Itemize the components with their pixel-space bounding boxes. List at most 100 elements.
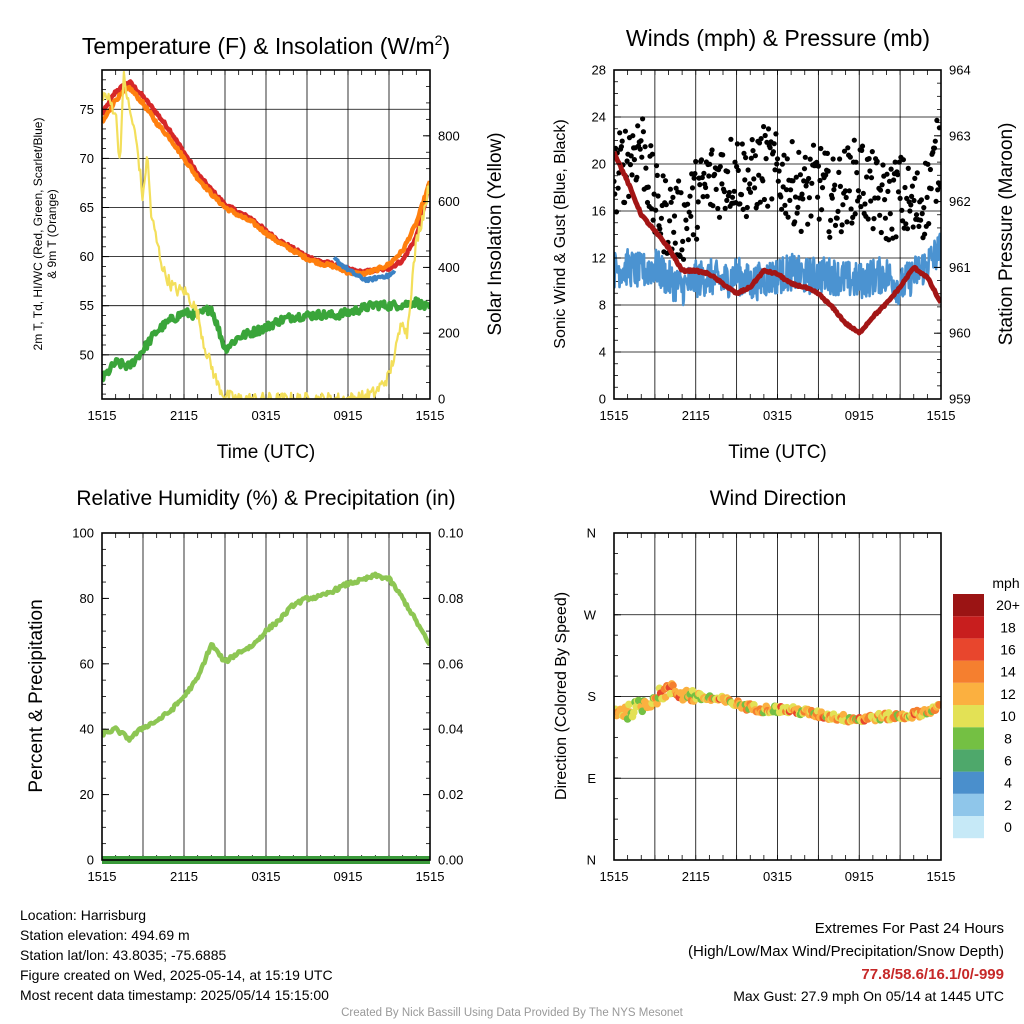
gust-point — [704, 193, 710, 199]
wind-ytick-right-label: 963 — [949, 128, 971, 143]
gust-point — [660, 173, 666, 179]
gust-point — [831, 187, 837, 193]
direction-point — [839, 710, 848, 719]
gust-point — [773, 131, 779, 137]
gust-point — [738, 192, 745, 198]
wind-y-axis-right-label: Station Pressure (Maroon) — [996, 123, 1017, 346]
gust-point — [909, 183, 916, 189]
gust-point — [858, 204, 864, 210]
speed-legend-label: 20+ — [996, 597, 1020, 613]
speed-legend-swatch — [953, 749, 984, 772]
gust-point — [617, 130, 623, 136]
gust-point — [709, 147, 715, 153]
gust-point — [871, 216, 877, 222]
gust-point — [640, 116, 646, 122]
station-info: Location: Harrisburg Station elevation: … — [20, 905, 333, 1005]
gust-point — [756, 140, 763, 146]
direction-point — [630, 708, 638, 717]
gust-point — [839, 222, 845, 228]
gust-point — [629, 172, 635, 178]
speed-legend-label: 0 — [1004, 819, 1012, 835]
gust-point — [685, 201, 691, 207]
gust-point — [874, 158, 880, 164]
gust-point — [931, 145, 938, 151]
gust-point — [875, 195, 881, 201]
gust-point — [631, 157, 638, 163]
direction-points-group — [614, 680, 941, 726]
gust-point — [902, 184, 908, 191]
gust-point — [837, 156, 843, 162]
rh-xtick-label: 1515 — [88, 869, 117, 884]
wind-ytick-label: 20 — [592, 157, 606, 172]
gust-point — [885, 188, 891, 194]
gust-point — [799, 191, 805, 197]
gust-point — [783, 210, 789, 216]
direction-chart-title: Wind Direction — [710, 487, 847, 510]
extremes-box: Extremes For Past 24 Hours (High/Low/Max… — [688, 918, 1004, 1006]
gust-point — [824, 150, 831, 156]
gust-point — [732, 159, 738, 165]
gust-point — [907, 208, 913, 214]
gust-point — [765, 203, 771, 209]
gust-point — [742, 177, 748, 183]
gust-point — [775, 178, 781, 184]
gust-point — [899, 207, 905, 213]
gust-point — [680, 238, 686, 244]
gust-point — [683, 217, 689, 223]
gust-point — [643, 165, 649, 171]
gust-point — [882, 215, 889, 221]
gust-point — [720, 152, 726, 158]
speed-legend-label: 16 — [1000, 642, 1016, 658]
gust-point — [767, 145, 773, 151]
temp-plot-frame — [101, 69, 431, 400]
gust-point — [622, 128, 629, 134]
gust-point — [815, 163, 822, 169]
gust-point — [903, 221, 909, 227]
gust-point — [637, 146, 643, 152]
gust-point — [819, 185, 826, 191]
gust-point — [868, 175, 875, 181]
gust-point — [645, 184, 651, 190]
gust-point — [932, 138, 938, 144]
temp-xtick-label: 2115 — [170, 408, 198, 423]
gust-point — [678, 190, 684, 196]
gust-point — [739, 141, 745, 147]
gust-point — [924, 194, 930, 200]
gust-point — [886, 237, 892, 243]
wind-ytick-right-label: 960 — [949, 326, 971, 341]
gust-point — [774, 156, 781, 162]
dir-ytick-label: N — [587, 853, 596, 868]
gust-point — [834, 215, 840, 221]
gust-point — [934, 117, 940, 123]
gust-point — [748, 155, 754, 161]
gust-point — [851, 137, 857, 143]
speed-legend-swatch — [953, 638, 984, 661]
gust-point — [887, 211, 893, 217]
rh-plot-frame — [101, 532, 431, 861]
direction-point — [625, 700, 633, 709]
wind-ytick-label: 12 — [592, 251, 606, 266]
gust-point — [845, 145, 851, 151]
gust-point — [618, 144, 625, 150]
gust-point — [913, 212, 920, 218]
gust-point — [700, 194, 706, 200]
gust-point — [836, 169, 842, 175]
gust-point — [921, 205, 927, 211]
gust-point — [905, 165, 911, 171]
gust-point — [870, 226, 876, 232]
wind-ytick-right-label: 961 — [949, 260, 971, 275]
gust-point — [930, 149, 936, 155]
gust-point — [619, 138, 625, 144]
speed-legend-swatch — [953, 705, 984, 728]
gust-point — [864, 174, 870, 180]
rh-xtick-label: 2115 — [170, 869, 198, 884]
gust-point — [867, 168, 873, 174]
gust-point — [724, 197, 730, 203]
gust-point — [842, 188, 849, 194]
gust-point — [772, 167, 778, 173]
gust-point — [879, 182, 885, 188]
gust-point — [749, 137, 755, 143]
gust-point — [615, 185, 621, 191]
wind-ytick-label: 4 — [599, 345, 606, 360]
